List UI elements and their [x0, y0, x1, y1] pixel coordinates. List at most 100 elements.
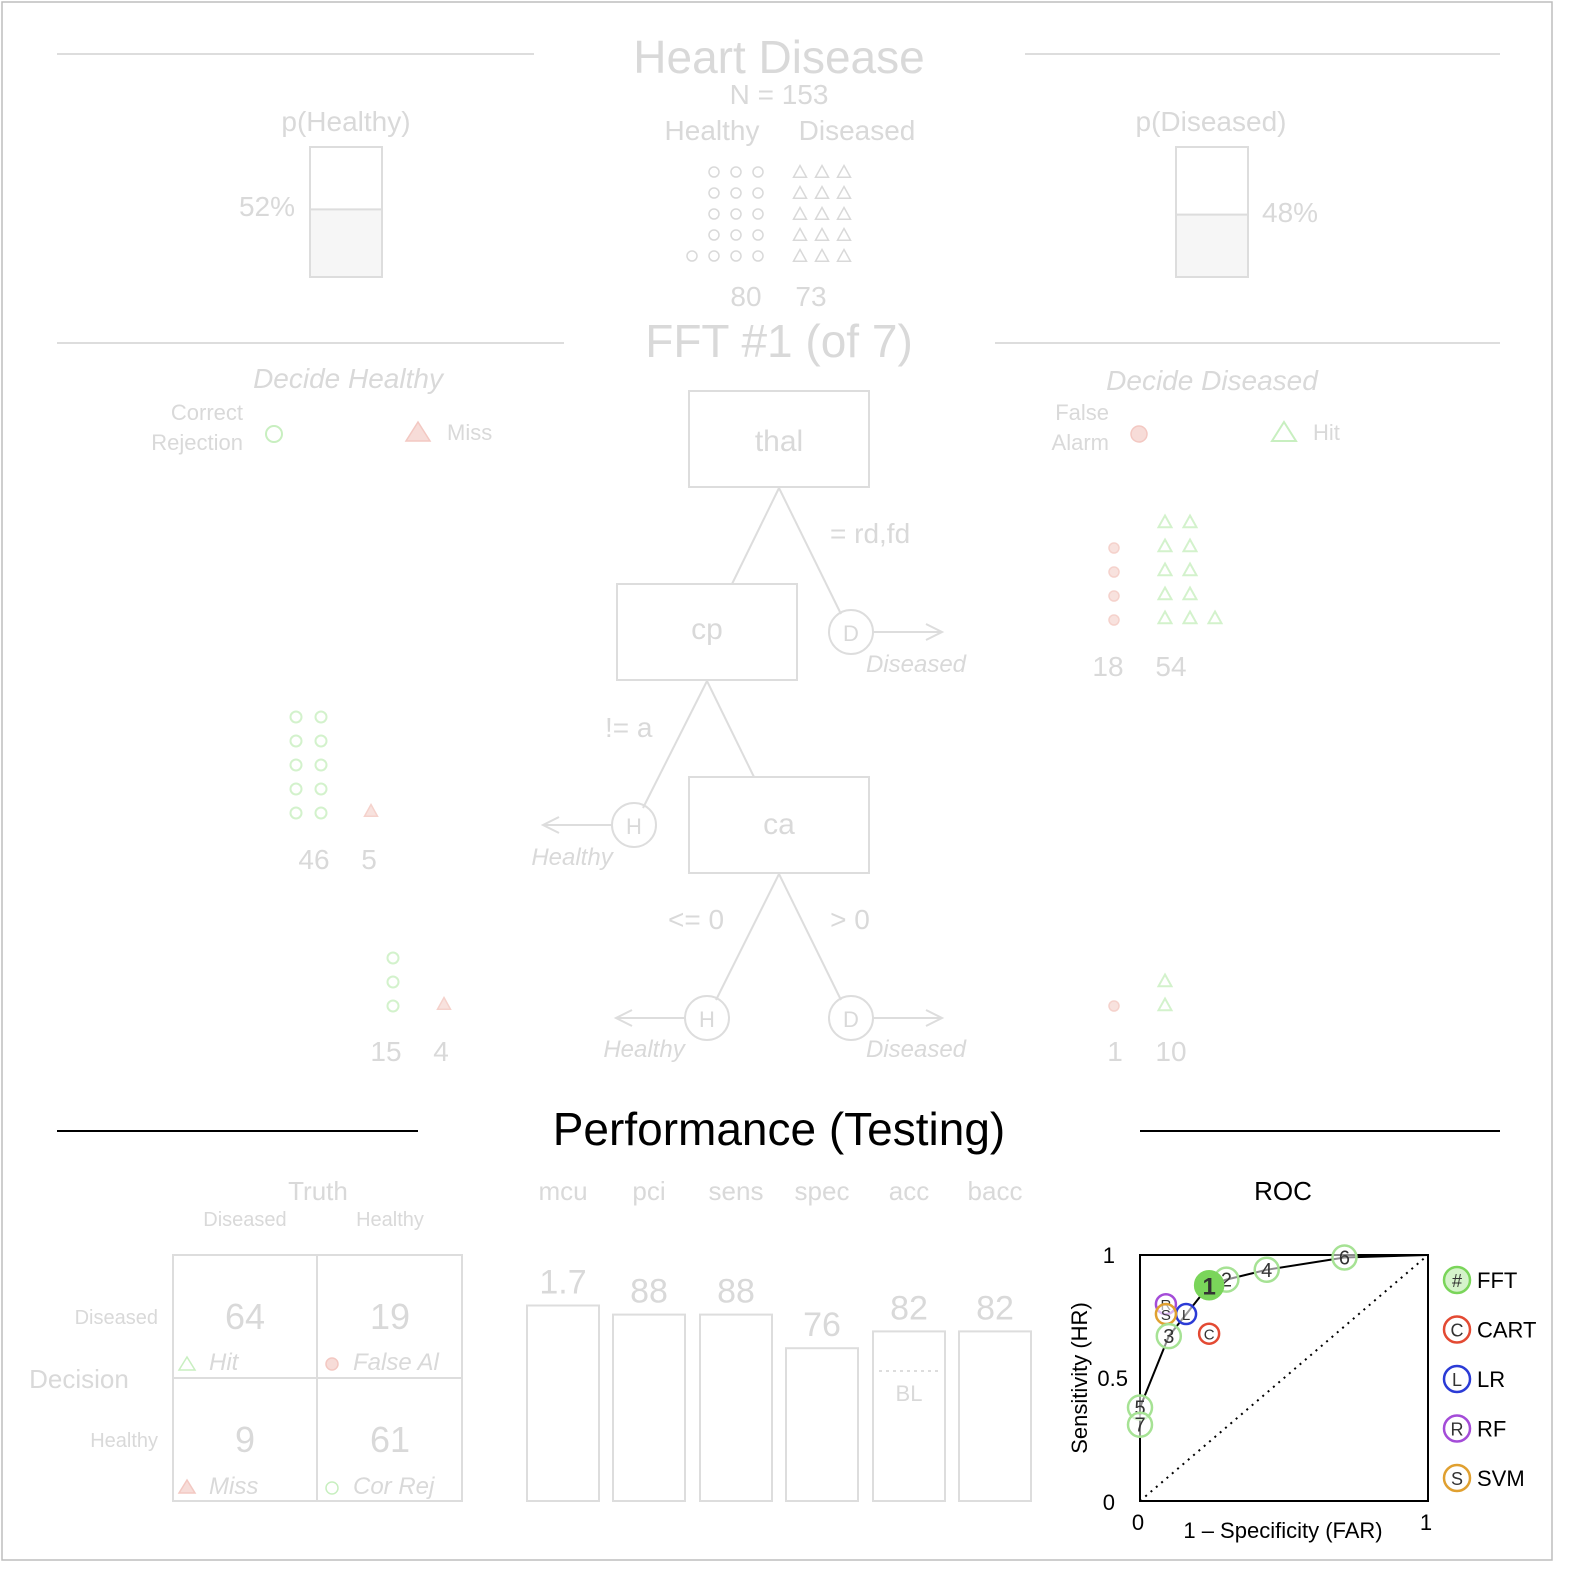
decide-healthy-heading: Decide Healthy [253, 363, 445, 394]
legend-letter-cart: C [1451, 1321, 1464, 1341]
roc-fft-curve [1139, 1254, 1429, 1425]
matrix-decision-label: Decision [29, 1364, 129, 1394]
hit-icon [1270, 420, 1298, 442]
thal-fa-count: 18 [1092, 651, 1123, 682]
healthy-circle-icon [686, 250, 698, 262]
decide-diseased-heading: Decide Diseased [1106, 365, 1319, 396]
healthy-icon-array [686, 166, 764, 262]
roc-title: ROC [1254, 1176, 1312, 1206]
legend-letter-rf: R [1451, 1420, 1464, 1440]
ca-miss-count: 4 [433, 1036, 449, 1067]
ca-exit-right-label: Diseased [866, 1036, 967, 1063]
roc-y-tick-1: 1 [1103, 1243, 1115, 1268]
hit-triangle-icon [1156, 996, 1174, 1012]
matrix-miss-label: Miss [209, 1473, 258, 1500]
performance-title: Performance (Testing) [553, 1103, 1006, 1155]
matrix-hit-icon [177, 1355, 197, 1371]
metric-name-spec: spec [795, 1176, 850, 1206]
healthy-circle-icon [730, 187, 742, 199]
diseased-triangle-icon [814, 205, 830, 220]
edge-ca-right [778, 873, 842, 1001]
roc-plot-area [1139, 1254, 1429, 1502]
matrix-col-diseased: Diseased [203, 1209, 286, 1231]
cp-branch-label: != a [605, 712, 653, 743]
healthy-circle-icon [708, 229, 720, 241]
hit-triangle-icon [1156, 561, 1174, 577]
legend-fa-line2: Alarm [1052, 430, 1109, 455]
diseased-triangle-icon [836, 184, 852, 199]
false-alarm-circle-icon [1108, 614, 1120, 626]
miss-icon [404, 420, 432, 442]
legend-marker-lr [1442, 1364, 1472, 1394]
metric-bar-spec [785, 1347, 859, 1502]
metric-value-bacc: 82 [976, 1289, 1014, 1327]
hit-triangle-icon [1181, 561, 1199, 577]
p-healthy-value: 52% [239, 191, 295, 222]
correct-rejection-circle-icon [314, 782, 328, 796]
roc-y-tick-0: 0 [1103, 1490, 1115, 1515]
matrix-cr-label: Cor Rej [353, 1473, 435, 1500]
class-label-diseased: Diseased [799, 115, 916, 146]
roc-diagonal [1139, 1254, 1429, 1502]
diseased-triangle-icon [792, 184, 808, 199]
roc-y-label: Sensitivity (HR) [1067, 1302, 1092, 1454]
metric-value-acc: 82 [890, 1289, 928, 1327]
roc-x-label: 1 – Specificity (FAR) [1183, 1518, 1382, 1543]
hit-triangle-icon [1181, 537, 1199, 553]
roc-x-tick-1: 1 [1420, 1510, 1432, 1535]
legend-name-svm: SVM [1477, 1466, 1525, 1491]
legend-correct-line2: Rejection [151, 430, 243, 455]
matrix-cr-icon [325, 1481, 339, 1495]
legend-letter-fft: # [1452, 1271, 1462, 1291]
diseased-triangle-icon [792, 226, 808, 241]
ca-exit-left-arrowhead [613, 1009, 633, 1027]
correct-rejection-circle-icon [289, 734, 303, 748]
legend-name-cart: CART [1477, 1318, 1537, 1343]
hit-triangle-icon [1156, 537, 1174, 553]
correct-rejection-circle-icon [289, 758, 303, 772]
metric-value-spec: 76 [803, 1306, 841, 1344]
correct-rejection-circle-icon [386, 975, 400, 989]
diseased-triangle-icon [792, 163, 808, 178]
correct-rejection-circle-icon [314, 734, 328, 748]
diseased-triangle-icon [836, 205, 852, 220]
healthy-circle-icon [752, 208, 764, 220]
diseased-triangle-icon [836, 226, 852, 241]
healthy-circle-icon [708, 208, 720, 220]
thal-false-alarm-icons [1108, 542, 1120, 626]
metric-bar-pci [612, 1313, 686, 1502]
edge-thal-cp [731, 487, 780, 585]
matrix-hit-value: 64 [225, 1296, 265, 1337]
miss-triangle-icon [363, 802, 379, 817]
ca-fa-count: 1 [1107, 1036, 1123, 1067]
diseased-icon-array [792, 163, 852, 262]
roc-y-tick-05: 0.5 [1097, 1366, 1128, 1391]
correct-rejection-circle-icon [386, 951, 400, 965]
ca-cr-count: 15 [370, 1036, 401, 1067]
ca-exit-right-arrowhead [925, 1009, 945, 1027]
healthy-circle-icon [752, 250, 764, 262]
figure-border [1, 1, 1553, 1561]
p-healthy-label: p(Healthy) [281, 106, 410, 137]
metric-value-pci: 88 [630, 1273, 668, 1311]
roc-fft-point-6 [1331, 1244, 1358, 1271]
p-diseased-value: 48% [1262, 197, 1318, 228]
legend-fa-line1: False [1055, 400, 1109, 425]
node-thal-label: thal [755, 425, 803, 458]
cp-exit-label: Healthy [531, 844, 614, 871]
legend-name-rf: RF [1477, 1417, 1506, 1442]
sample-size: N = 153 [730, 79, 829, 110]
roc-fft-point-4 [1253, 1256, 1280, 1284]
roc-point-label-S: S [1161, 1307, 1171, 1324]
healthy-circle-icon [708, 166, 720, 178]
matrix-fa-value: 19 [370, 1296, 410, 1337]
roc-fft-label-2: 2 [1221, 1270, 1232, 1292]
thal-exit-arrowhead [925, 623, 945, 641]
ca-branch-left-label: <= 0 [668, 904, 724, 935]
ca-correct-rejection-icons [386, 951, 400, 1013]
cp-cr-count: 46 [298, 844, 329, 875]
hit-triangle-icon [1156, 585, 1174, 601]
ca-hit-icons [1156, 972, 1174, 1012]
miss-triangle-icon [436, 995, 452, 1010]
ca-exit-right-letter: D [843, 1007, 859, 1032]
